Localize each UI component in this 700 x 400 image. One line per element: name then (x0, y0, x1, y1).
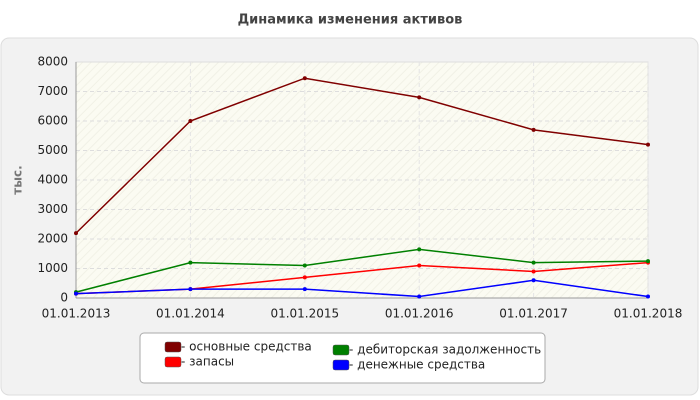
y-tick-label: 1000 (37, 261, 68, 275)
point (74, 291, 78, 296)
point (646, 142, 650, 147)
y-tick-label: 6000 (37, 114, 68, 128)
y-tick-label: 7000 (37, 84, 68, 98)
x-tick-label: 01.01.2018 (614, 307, 683, 321)
x-tick-label: 01.01.2014 (156, 307, 225, 321)
point (531, 269, 536, 274)
point (531, 260, 536, 265)
y-tick-label: 2000 (37, 232, 68, 246)
legend-swatch (164, 356, 182, 368)
y-tick-label: 3000 (37, 202, 68, 216)
y-axis-label: тыс. (11, 165, 25, 194)
y-tick-label: 4000 (37, 173, 68, 187)
x-tick-label: 01.01.2013 (42, 307, 111, 321)
point (646, 259, 650, 264)
point (417, 263, 422, 268)
legend (139, 332, 546, 384)
point (417, 247, 422, 252)
legend-label: - запасы (181, 355, 234, 369)
legend-label: - дебиторская задолженность (349, 343, 541, 357)
series-line (75, 279, 649, 298)
point (302, 263, 307, 268)
y-tick-label: 5000 (37, 143, 68, 157)
point (188, 119, 193, 123)
legend-swatch (164, 341, 182, 353)
point (302, 76, 307, 81)
series-line (75, 77, 649, 234)
point (646, 294, 650, 299)
point (417, 95, 422, 100)
point (188, 287, 193, 292)
point (531, 278, 536, 283)
legend-label: - основные средства (181, 340, 312, 354)
y-tick-label: 8000 (37, 55, 68, 69)
legend-swatch (332, 344, 350, 356)
x-tick-label: 01.01.2015 (270, 307, 339, 321)
series-line (75, 248, 649, 293)
x-tick-label: 01.01.2017 (499, 307, 568, 321)
y-tick-label: 0 (60, 291, 68, 305)
point (302, 287, 307, 292)
point (531, 127, 536, 132)
point (302, 275, 307, 280)
chart-title: Динамика изменения активов (238, 13, 463, 28)
point (188, 260, 193, 265)
point (417, 294, 422, 299)
x-tick-label: 01.01.2016 (385, 307, 454, 321)
point (74, 231, 78, 236)
legend-swatch (332, 359, 350, 371)
legend-label: - денежные средства (349, 358, 485, 372)
